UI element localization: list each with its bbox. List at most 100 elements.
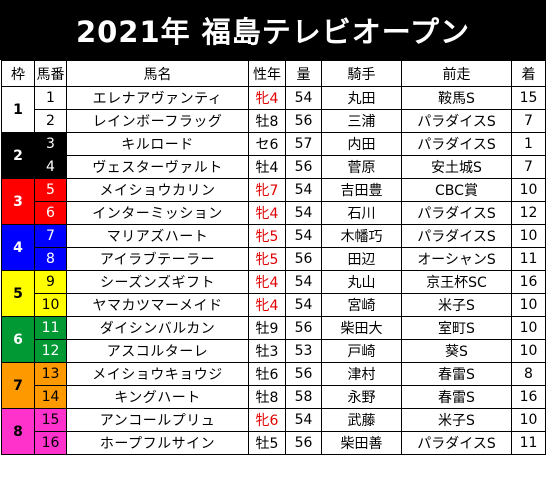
prev-race-cell: パラダイスS: [401, 109, 512, 133]
table-row: 2 レインボーフラッグ 牡8 56 三浦 パラダイスS 7: [2, 109, 546, 133]
sex-age-cell: 牡3: [248, 339, 286, 363]
umaban-cell: 5: [34, 178, 67, 202]
weight-cell: 54: [285, 201, 322, 225]
prev-race-cell: オーシャンS: [401, 247, 512, 271]
header-jockey: 騎手: [321, 60, 402, 87]
table-row: 14 キングハート 牡8 58 永野 春雷S 16: [2, 385, 546, 409]
header-sexage: 性年: [248, 60, 286, 87]
weight-cell: 54: [285, 270, 322, 294]
table-row: 6 11 ダイシンバルカン 牡9 56 柴田大 室町S 10: [1, 316, 546, 363]
waku-cell: 6: [1, 316, 35, 363]
sex-age-cell: 牡6: [248, 362, 286, 386]
jockey-cell: 丸山: [321, 270, 402, 294]
entry-body: 1 1 エレナアヴァンティ 牝4 54 丸田 鞍馬S 15 2 レインボーフラッグ 牡8 56 三浦 パラ…: [1, 86, 546, 455]
prev-race-cell: 安土城S: [401, 155, 512, 179]
umaban-cell: 4: [34, 155, 67, 179]
prev-race-cell: 米子S: [401, 293, 512, 317]
table-row: 4 7 マリアズハート 牝5 54 木幡巧 パラダイスS 10: [1, 224, 546, 271]
umaban-cell: 3: [34, 132, 67, 156]
horse-name-cell: ダイシンバルカン: [66, 316, 249, 340]
horse-name-cell: シーズンズギフト: [66, 270, 249, 294]
weight-cell: 56: [285, 155, 322, 179]
jockey-cell: 柴田善: [321, 431, 402, 455]
finish-cell: 12: [511, 201, 546, 225]
header-finish: 着: [511, 60, 546, 87]
sex-age-cell: 牡4: [248, 155, 286, 179]
sex-age-cell: セ6: [248, 132, 286, 156]
finish-cell: 11: [511, 247, 546, 271]
weight-cell: 56: [285, 109, 322, 133]
prev-race-cell: 春雷S: [401, 385, 512, 409]
table-row: 5 9 シーズンズギフト 牝4 54 丸山 京王杯SC 16: [1, 270, 546, 317]
horse-name-cell: キルロード: [66, 132, 249, 156]
horse-name-cell: インターミッション: [66, 201, 249, 225]
jockey-cell: 武藤: [321, 408, 402, 432]
table-row: 1 1 エレナアヴァンティ 牝4 54 丸田 鞍馬S 15: [1, 86, 546, 133]
horse-name-cell: ホープフルサイン: [66, 431, 249, 455]
prev-race-cell: 鞍馬S: [401, 86, 512, 110]
umaban-cell: 9: [34, 270, 67, 294]
waku-cell: 8: [1, 408, 35, 455]
jockey-cell: 戸崎: [321, 339, 402, 363]
weight-cell: 56: [285, 316, 322, 340]
finish-cell: 10: [511, 408, 546, 432]
prev-race-cell: パラダイスS: [401, 224, 512, 248]
horse-name-cell: マリアズハート: [66, 224, 249, 248]
table-row: 10 ヤマカツマーメイド 牝4 54 宮崎 米子S 10: [2, 293, 546, 317]
finish-cell: 11: [511, 431, 546, 455]
jockey-cell: 宮崎: [321, 293, 402, 317]
jockey-cell: 石川: [321, 201, 402, 225]
weight-cell: 54: [285, 293, 322, 317]
header-row: 枠 馬番 馬名 性年 量 騎手 前走 着: [1, 60, 546, 87]
weight-cell: 53: [285, 339, 322, 363]
header-umaban: 馬番: [34, 60, 67, 87]
horse-name-cell: メイショウカリン: [66, 178, 249, 202]
sex-age-cell: 牝7: [248, 178, 286, 202]
sex-age-cell: 牝4: [248, 270, 286, 294]
waku-cell: 3: [1, 178, 35, 225]
sex-age-cell: 牝5: [248, 247, 286, 271]
waku-cell: 2: [1, 132, 35, 179]
sex-age-cell: 牝4: [248, 86, 286, 110]
table-row: 4 ヴェスターヴァルト 牡4 56 菅原 安土城S 7: [2, 155, 546, 179]
waku-cell: 5: [1, 270, 35, 317]
jockey-cell: 永野: [321, 385, 402, 409]
prev-race-cell: 京王杯SC: [401, 270, 512, 294]
waku-cell: 1: [1, 86, 35, 133]
weight-cell: 56: [285, 362, 322, 386]
horse-name-cell: アスコルターレ: [66, 339, 249, 363]
sex-age-cell: 牝4: [248, 293, 286, 317]
umaban-cell: 2: [34, 109, 67, 133]
jockey-cell: 丸田: [321, 86, 402, 110]
finish-cell: 8: [511, 362, 546, 386]
umaban-cell: 12: [34, 339, 67, 363]
finish-cell: 10: [511, 178, 546, 202]
finish-cell: 16: [511, 385, 546, 409]
sex-age-cell: 牡5: [248, 431, 286, 455]
umaban-cell: 1: [34, 86, 67, 110]
jockey-cell: 柴田大: [321, 316, 402, 340]
prev-race-cell: 葵S: [401, 339, 512, 363]
sex-age-cell: 牡8: [248, 385, 286, 409]
table-row: 6 インターミッション 牝4 54 石川 パラダイスS 12: [2, 201, 546, 225]
table-row: 8 15 アンコールプリュ 牝6 54 武藤 米子S 10: [1, 408, 546, 455]
table-row: 3 5 メイショウカリン 牝7 54 吉田豊 CBC賞 10: [1, 178, 546, 225]
weight-cell: 54: [285, 178, 322, 202]
finish-cell: 10: [511, 339, 546, 363]
sex-age-cell: 牝5: [248, 224, 286, 248]
horse-name-cell: アンコールプリュ: [66, 408, 249, 432]
entry-table: 枠 馬番 馬名 性年 量 騎手 前走 着 1 1 エレナアヴァンティ 牝4 54 丸田 鞍馬…: [1, 60, 546, 455]
jockey-cell: 田辺: [321, 247, 402, 271]
jockey-cell: 内田: [321, 132, 402, 156]
horse-name-cell: ヴェスターヴァルト: [66, 155, 249, 179]
prev-race-cell: パラダイスS: [401, 201, 512, 225]
weight-cell: 58: [285, 385, 322, 409]
table-row: 12 アスコルターレ 牡3 53 戸崎 葵S 10: [2, 339, 546, 363]
umaban-cell: 8: [34, 247, 67, 271]
table-row: 8 アイラブテーラー 牝5 56 田辺 オーシャンS 11: [2, 247, 546, 271]
horse-name-cell: エレナアヴァンティ: [66, 86, 249, 110]
sex-age-cell: 牡8: [248, 109, 286, 133]
finish-cell: 10: [511, 224, 546, 248]
finish-cell: 10: [511, 293, 546, 317]
